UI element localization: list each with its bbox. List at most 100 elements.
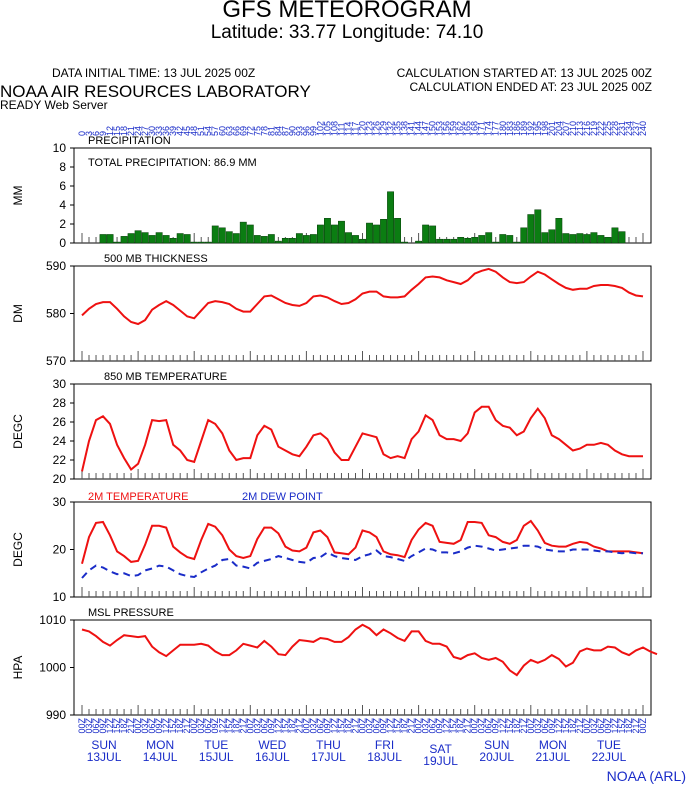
bottom-hour-label: 00Z — [414, 718, 424, 734]
day-of-week: SAT — [429, 742, 452, 756]
precip-bar — [387, 191, 394, 244]
precip-bar — [204, 241, 212, 244]
top-hour-label: 225 — [603, 121, 613, 136]
top-hour-label: 219 — [589, 121, 599, 136]
top-hour-label: 54 — [203, 126, 213, 136]
precip-bar — [148, 235, 156, 244]
bottom-hour-label: 06Z — [315, 718, 325, 734]
precip-bar — [527, 214, 535, 244]
precip-bar — [246, 224, 254, 244]
bottom-hour-label: 21Z — [294, 718, 304, 734]
precip-bar — [471, 237, 479, 244]
precip-bar — [464, 238, 472, 244]
day-of-week: MON — [146, 738, 174, 752]
bottom-hour-label: 12Z — [610, 718, 620, 734]
bottom-hour-label: 06Z — [259, 718, 269, 734]
panel-title: 500 MB THICKNESS — [104, 253, 208, 265]
bottom-hour-label: 18Z — [512, 718, 522, 734]
y-tick-label: 1000 — [39, 661, 66, 675]
precip-bar — [597, 235, 605, 244]
precip-bar — [569, 234, 577, 244]
y-tick-label: 570 — [46, 354, 66, 368]
precip-bar — [232, 233, 240, 244]
bottom-hour-label: 09Z — [210, 718, 220, 734]
precip-bar — [260, 236, 268, 244]
precip-bar — [380, 219, 387, 244]
lab-name: NOAA AIR RESOURCES LABORATORY — [0, 82, 311, 101]
precip-bar — [590, 232, 598, 244]
calculation-started: CALCULATION STARTED AT: 13 JUL 2025 00Z — [396, 66, 652, 80]
precip-bar — [604, 237, 612, 244]
top-hour-label: 168 — [470, 121, 480, 136]
precip-bar — [534, 209, 542, 244]
precip-bar — [267, 234, 275, 244]
top-hour-label: 129 — [379, 121, 389, 136]
top-hour-label: 21 — [126, 126, 136, 136]
bottom-hour-label: 09Z — [379, 718, 389, 734]
day-of-week: MON — [539, 738, 567, 752]
precip-bar — [155, 232, 163, 244]
panel-frame — [73, 501, 652, 598]
top-hour-label: 114 — [343, 122, 353, 136]
series-line-thickness-0 — [81, 267, 644, 326]
day-of-week: FRI — [375, 738, 394, 752]
bottom-hour-label: 03Z — [84, 718, 94, 734]
top-hour-label: 159 — [449, 121, 459, 136]
top-hour-label: 105 — [322, 121, 332, 136]
bottom-hour-label: 00Z — [133, 718, 143, 734]
y-axis-label: DEGC — [11, 532, 25, 567]
bottom-hour-label: 03Z — [252, 718, 262, 734]
bottom-hour-label: 03Z — [140, 718, 150, 734]
legend-entry: 2M TEMPERATURE — [88, 491, 188, 503]
day-of-week: SUN — [484, 738, 509, 752]
precip-bar — [127, 233, 135, 244]
bottom-hour-label: 09Z — [98, 718, 108, 734]
top-hour-label: 213 — [575, 121, 585, 136]
top-hour-label: 15 — [112, 126, 122, 136]
bottom-hour-label: 09Z — [266, 718, 276, 734]
top-hour-label: 12 — [105, 126, 115, 136]
bottom-hour-label: 06Z — [203, 718, 213, 734]
day-date: 18JUL — [367, 750, 402, 764]
top-hour-label: 174 — [484, 121, 494, 136]
precip-bar — [457, 237, 465, 244]
precip-bar — [253, 235, 261, 244]
top-hour-label: 180 — [498, 121, 508, 136]
panel-thickness: 570 580 590 DM 500 MB THICKNESS — [11, 253, 652, 368]
top-hour-label: 150 — [428, 121, 438, 136]
top-hour-label: 177 — [491, 121, 501, 136]
top-hour-label: 90 — [287, 126, 297, 136]
top-hour-label: 123 — [365, 121, 375, 136]
precip-bar — [373, 224, 380, 244]
precip-bar — [450, 238, 458, 244]
top-hour-label: 147 — [421, 121, 431, 136]
panel-t2m: 10 20 30 DEGC 2M TEMPERATURE 2M DEW POINT — [11, 491, 652, 604]
top-hour-label: 66 — [231, 126, 241, 136]
precip-bar — [106, 234, 114, 244]
bottom-hour-label: 18Z — [343, 718, 353, 734]
precip-bar — [309, 234, 317, 244]
bottom-hour-label: 12Z — [554, 718, 564, 734]
day-date: 15JUL — [199, 750, 234, 764]
bottom-hour-label: 15Z — [561, 718, 571, 734]
panel-frame — [73, 383, 652, 480]
day-of-week: SUN — [91, 738, 116, 752]
precip-bar — [422, 224, 430, 244]
location-subtitle: Latitude: 33.77 Longitude: 74.10 — [210, 22, 484, 43]
bottom-hour-label: 15Z — [224, 718, 234, 734]
top-hour-label: 240 — [638, 121, 648, 136]
precip-bar — [302, 235, 310, 244]
precip-bar — [443, 238, 451, 244]
precip-bar — [317, 224, 324, 244]
bottom-hour-label: 00Z — [582, 718, 592, 734]
series-line-t850-0 — [81, 405, 643, 472]
top-hour-label: 75 — [252, 126, 262, 136]
bottom-hour-label: 06Z — [596, 718, 606, 734]
data-initial-time: DATA INITIAL TIME: 13 JUL 2025 00Z — [52, 66, 256, 80]
precip-bar — [548, 229, 556, 244]
top-hour-label: 144 — [414, 121, 424, 136]
precip-bar — [499, 234, 507, 244]
y-tick-label: 2 — [59, 217, 66, 231]
bottom-hour-label: 00Z — [470, 718, 480, 734]
top-hour-label: 156 — [442, 121, 452, 136]
